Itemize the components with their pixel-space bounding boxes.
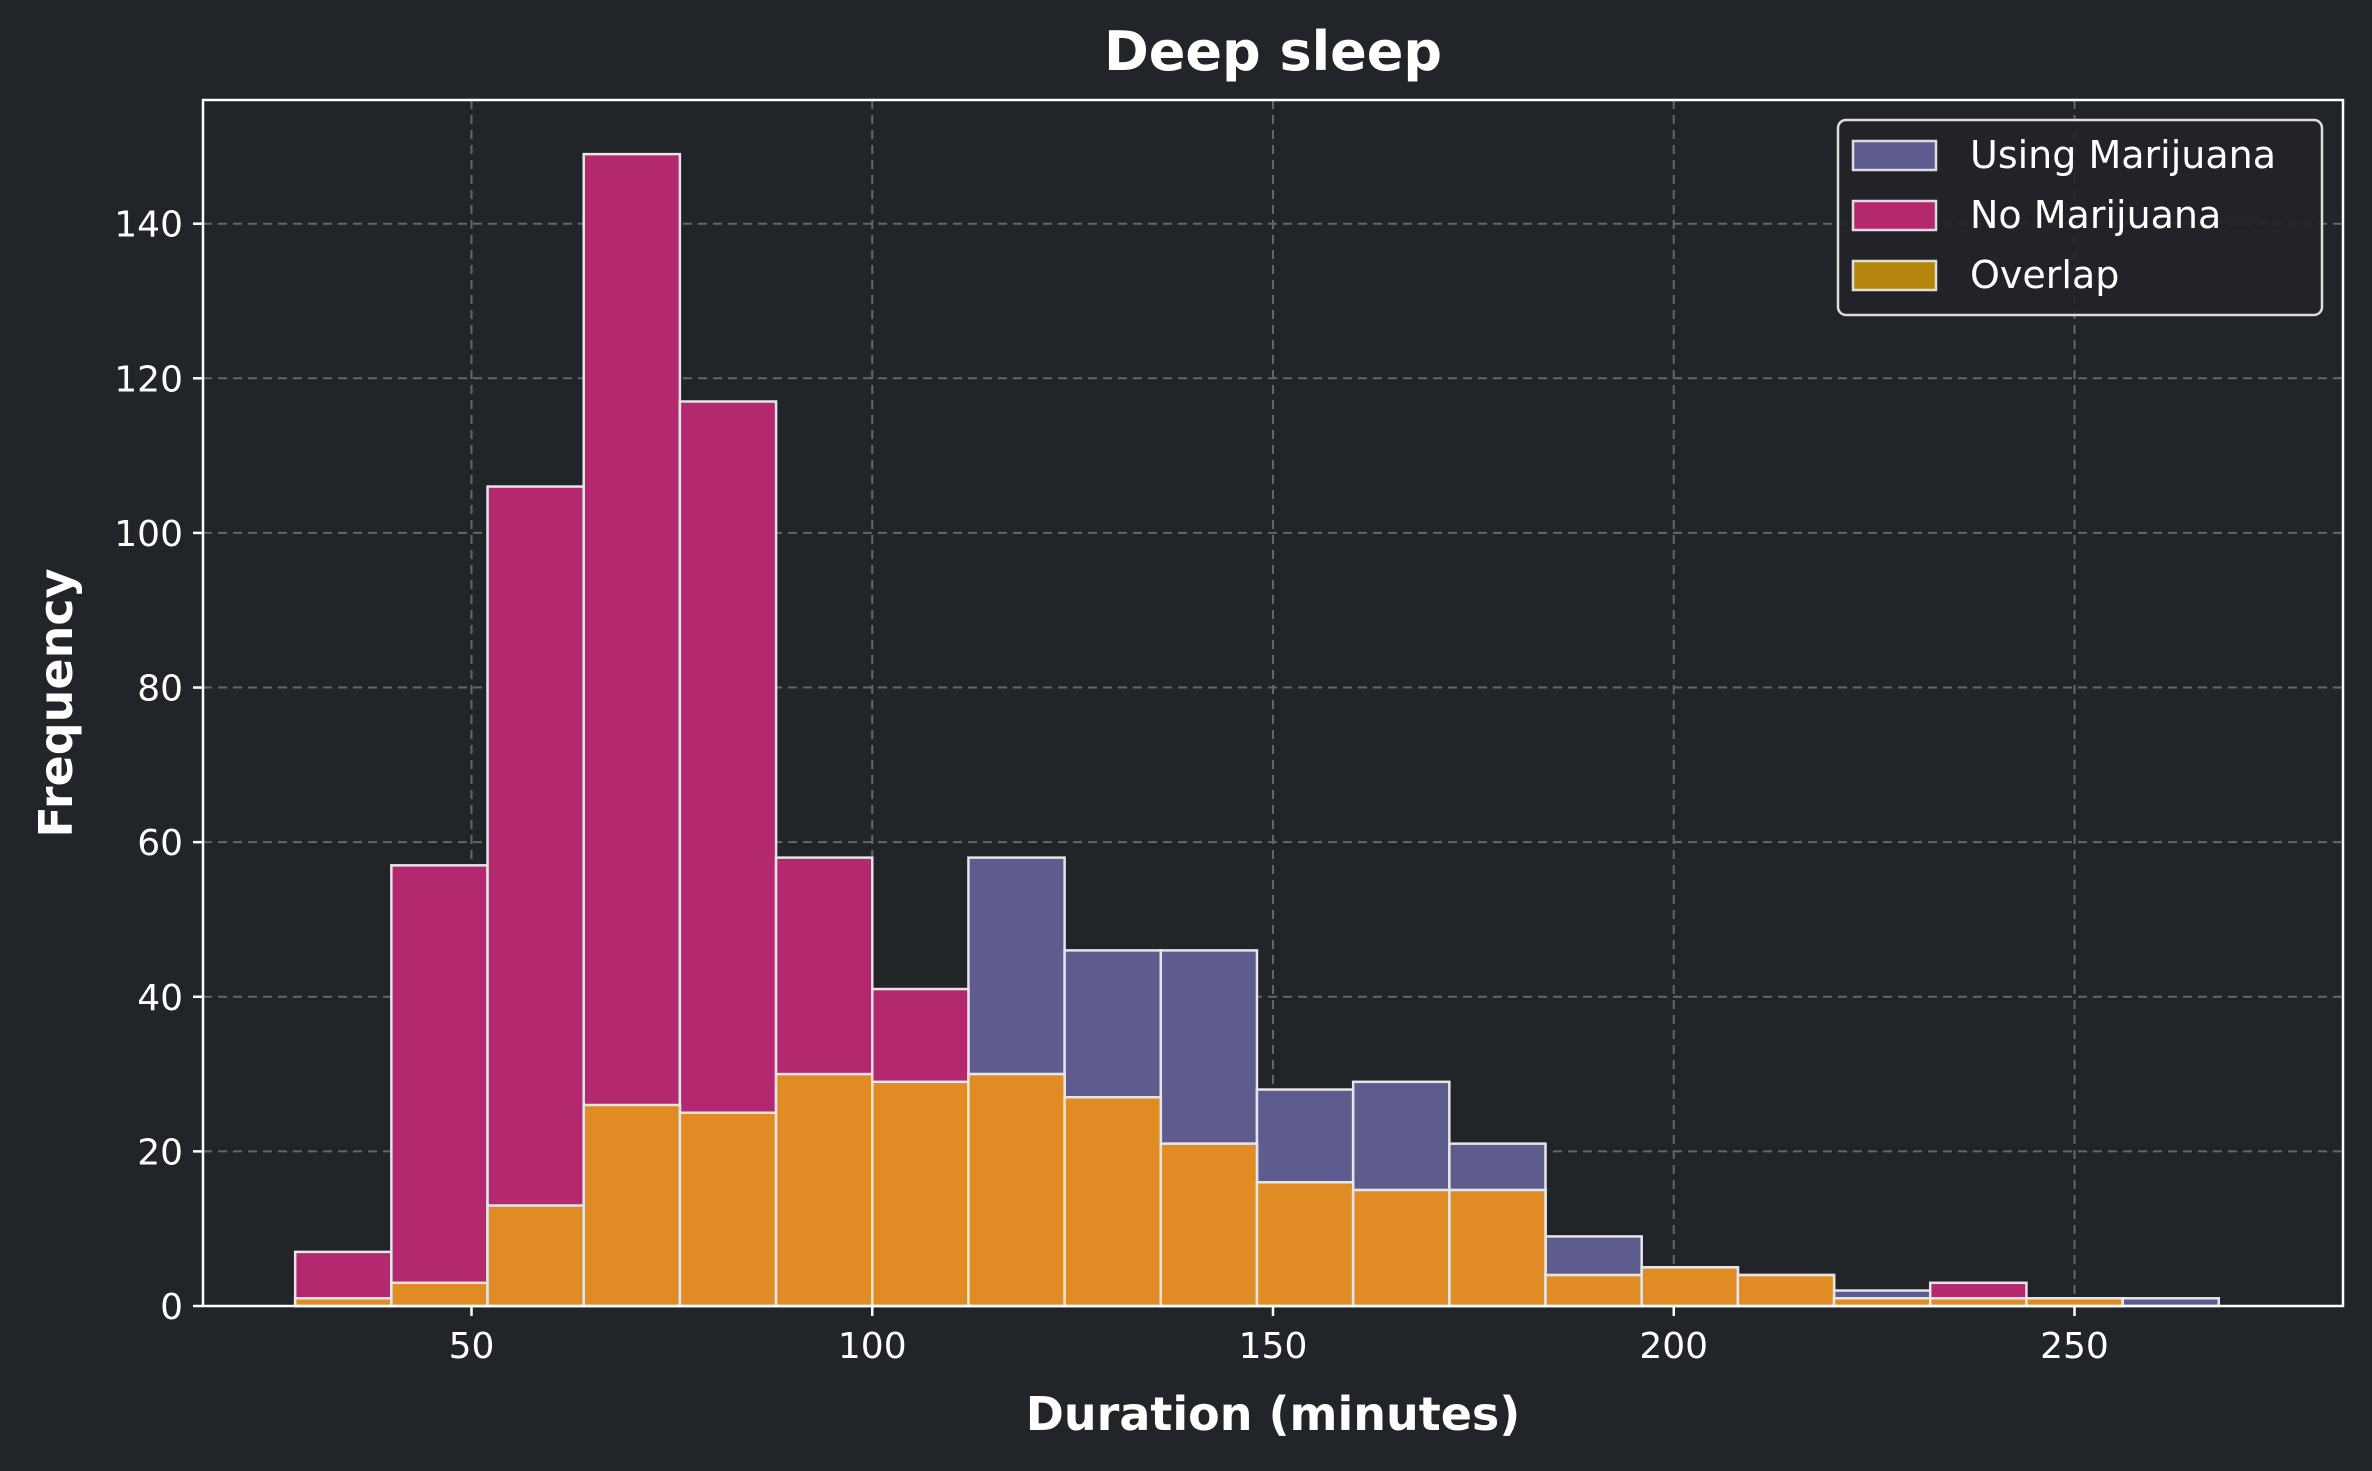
x-axis-title: Duration (minutes)	[1026, 1387, 1521, 1441]
chart-title: Deep sleep	[1104, 20, 1442, 83]
bar-overlap	[678, 1111, 778, 1308]
x-tick-label: 150	[1239, 1326, 1308, 1367]
bar-overlap	[871, 1080, 970, 1308]
legend-label-no-marijuana: No Marijuana	[1970, 193, 2221, 237]
legend-swatch-overlap	[1851, 259, 1938, 292]
grid-lines	[203, 100, 2343, 1306]
axis-ticks: 50 100 150 200 250 0 20 40 60 80 100 120 140	[114, 205, 2109, 1367]
y-tick-label: 80	[137, 669, 183, 710]
bar-overlap	[1255, 1181, 1355, 1308]
legend: Using Marijuana No Marijuana Overlap	[1836, 118, 2324, 317]
histogram-bars	[293, 152, 2221, 1308]
bar-overlap	[1448, 1188, 1547, 1308]
x-tick-label: 250	[2040, 1326, 2109, 1367]
legend-swatch-using-marijuana	[1851, 139, 1938, 172]
y-tick-label: 0	[160, 1287, 183, 1328]
legend-box	[1836, 118, 2324, 317]
x-tick-label: 200	[1639, 1326, 1708, 1367]
bar-overlap	[390, 1281, 489, 1308]
bar-overlap	[582, 1103, 682, 1308]
legend-label-using-marijuana: Using Marijuana	[1970, 133, 2276, 177]
legend-label-overlap: Overlap	[1970, 253, 2119, 297]
y-tick-label: 60	[137, 823, 183, 864]
bar-overlap	[1351, 1188, 1451, 1308]
x-tick-label: 50	[449, 1326, 495, 1367]
y-tick-label: 20	[137, 1132, 183, 1173]
bar-no-marijuana	[486, 485, 585, 1308]
bar-overlap	[774, 1072, 874, 1308]
bar-overlap	[967, 1072, 1066, 1308]
bar-overlap	[1640, 1266, 1740, 1308]
bar-overlap	[1736, 1273, 1836, 1308]
y-tick-label: 100	[114, 514, 183, 555]
y-tick-label: 40	[137, 978, 183, 1019]
y-tick-label: 140	[114, 205, 183, 246]
y-tick-label: 120	[114, 359, 183, 400]
bar-overlap	[1063, 1096, 1163, 1308]
x-tick-label: 100	[838, 1326, 907, 1367]
bar-overlap	[486, 1204, 585, 1308]
bar-overlap	[1544, 1273, 1643, 1308]
bar-no-marijuana	[293, 1250, 393, 1308]
legend-swatch-no-marijuana	[1851, 199, 1938, 232]
y-axis-title: Frequency	[29, 568, 83, 837]
bar-overlap	[1159, 1142, 1259, 1308]
bar-no-marijuana	[390, 864, 489, 1308]
